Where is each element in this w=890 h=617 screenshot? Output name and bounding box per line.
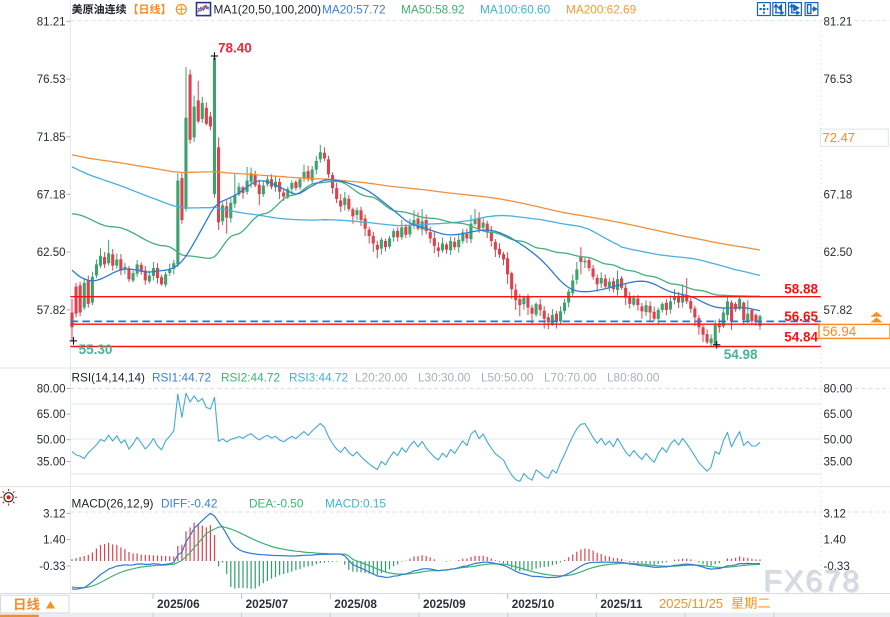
svg-text:MA100:60.60: MA100:60.60 <box>480 3 551 17</box>
svg-text:MA1(20,50,100,200): MA1(20,50,100,200) <box>214 3 322 17</box>
svg-text:72.47: 72.47 <box>823 130 856 145</box>
svg-text:50.00: 50.00 <box>824 435 853 447</box>
svg-text:65.00: 65.00 <box>37 409 66 421</box>
svg-text:RSI1:44.72: RSI1:44.72 <box>152 371 211 385</box>
svg-text:67.18: 67.18 <box>824 189 853 201</box>
svg-text:MA50:58.92: MA50:58.92 <box>401 3 465 17</box>
svg-text:56.94: 56.94 <box>823 324 857 339</box>
svg-text:FX678: FX678 <box>765 566 862 600</box>
svg-text:2025/07: 2025/07 <box>246 597 289 611</box>
svg-text:RSI(14,14,14): RSI(14,14,14) <box>72 371 146 385</box>
svg-text:2025/10: 2025/10 <box>512 597 555 611</box>
svg-text:35.00: 35.00 <box>824 457 853 469</box>
svg-text:81.21: 81.21 <box>37 16 66 28</box>
svg-text:-0.33: -0.33 <box>824 561 850 573</box>
svg-text:81.21: 81.21 <box>824 16 853 28</box>
svg-text:MACD:0.15: MACD:0.15 <box>325 497 386 511</box>
svg-text:62.50: 62.50 <box>37 247 66 259</box>
svg-text:DEA:-0.50: DEA:-0.50 <box>249 497 304 511</box>
svg-text:71.85: 71.85 <box>37 132 66 144</box>
svg-text:RSI2:44.72: RSI2:44.72 <box>221 371 280 385</box>
svg-text:54.84: 54.84 <box>784 330 818 345</box>
svg-text:56.65: 56.65 <box>784 309 818 324</box>
svg-text:35.00: 35.00 <box>37 457 66 469</box>
svg-text:78.40: 78.40 <box>218 40 252 55</box>
svg-text:3.12: 3.12 <box>824 508 846 520</box>
svg-text:MACD(26,12,9): MACD(26,12,9) <box>72 497 154 511</box>
svg-text:54.98: 54.98 <box>724 347 758 362</box>
svg-text:76.53: 76.53 <box>824 74 853 86</box>
svg-text:80.00: 80.00 <box>37 384 66 396</box>
svg-text:57.82: 57.82 <box>37 305 66 317</box>
svg-text:L20:20.00: L20:20.00 <box>355 371 408 385</box>
svg-text:L30:30.00: L30:30.00 <box>418 371 471 385</box>
svg-text:L80:80.00: L80:80.00 <box>607 371 660 385</box>
svg-text:MA200:62.69: MA200:62.69 <box>566 3 636 17</box>
svg-text:80.00: 80.00 <box>824 384 853 396</box>
svg-text:2025/09: 2025/09 <box>423 597 466 611</box>
svg-text:76.53: 76.53 <box>37 74 66 86</box>
svg-text:2025/06: 2025/06 <box>157 597 200 611</box>
svg-text:3.12: 3.12 <box>43 508 65 520</box>
svg-text:MA20:57.72: MA20:57.72 <box>322 3 386 17</box>
svg-text:2025/08: 2025/08 <box>334 597 377 611</box>
svg-text:50.00: 50.00 <box>37 435 66 447</box>
svg-text:1.40: 1.40 <box>824 535 846 547</box>
svg-text:L70:70.00: L70:70.00 <box>544 371 597 385</box>
svg-text:67.18: 67.18 <box>37 189 66 201</box>
svg-text:62.50: 62.50 <box>824 247 853 259</box>
svg-text:58.88: 58.88 <box>784 282 818 297</box>
svg-text:1.40: 1.40 <box>43 535 65 547</box>
svg-text:-0.33: -0.33 <box>39 561 65 573</box>
svg-text:DIFF:-0.42: DIFF:-0.42 <box>161 497 217 511</box>
svg-text:2025/11/25: 2025/11/25 <box>659 596 723 611</box>
svg-text:2025/11: 2025/11 <box>600 597 642 611</box>
svg-text:55.30: 55.30 <box>79 342 113 357</box>
svg-text:FX678: FX678 <box>763 564 860 598</box>
svg-text:L50:50.00: L50:50.00 <box>481 371 534 385</box>
svg-text:65.00: 65.00 <box>824 409 853 421</box>
svg-text:RSI3:44.72: RSI3:44.72 <box>289 371 348 385</box>
svg-text:57.82: 57.82 <box>824 305 853 317</box>
